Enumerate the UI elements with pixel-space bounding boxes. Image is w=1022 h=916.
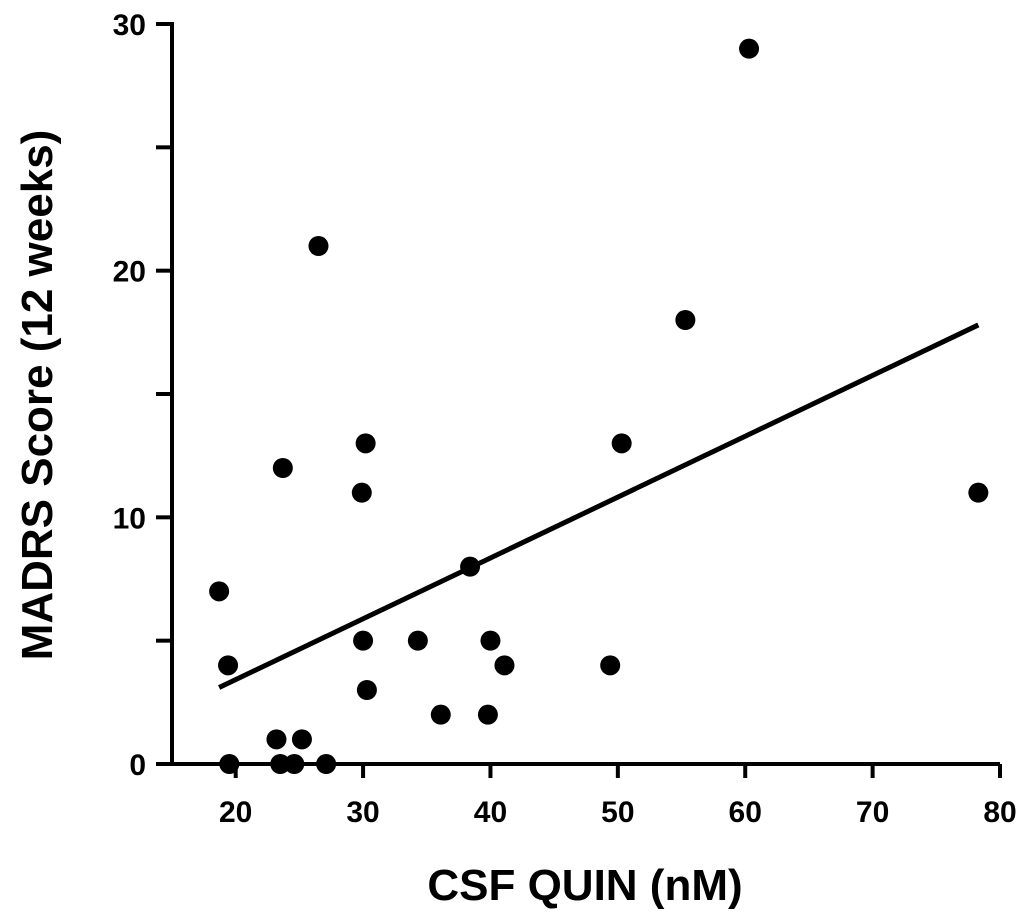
y-tick-label: 0: [129, 749, 146, 782]
data-point: [494, 655, 515, 676]
axes: [170, 22, 1000, 766]
data-point: [356, 680, 377, 700]
x-axis-title: CSF QUIN (nM): [427, 861, 742, 910]
data-points: [209, 38, 989, 774]
x-tick-label: 70: [856, 796, 889, 829]
data-point: [316, 754, 337, 774]
data-point: [739, 38, 760, 59]
x-tick-label: 30: [346, 796, 379, 829]
x-tick-label: 60: [729, 796, 762, 829]
data-point: [353, 630, 374, 651]
data-point: [675, 310, 696, 330]
data-point: [600, 655, 621, 676]
x-tick-label: 80: [983, 796, 1016, 829]
data-point: [351, 482, 372, 503]
trendline: [218, 322, 980, 690]
data-point: [460, 556, 481, 577]
data-point: [430, 704, 451, 725]
data-point: [611, 433, 632, 454]
data-point: [270, 754, 291, 774]
data-point: [968, 482, 989, 503]
data-point: [477, 704, 498, 725]
data-point: [284, 754, 305, 774]
ticks: 20 30 40 50 60 70 80 0 10 20 30: [113, 9, 1017, 829]
y-tick-label: 20: [113, 256, 146, 289]
data-point: [291, 729, 312, 750]
data-point: [272, 458, 293, 478]
y-tick-label: 10: [113, 502, 146, 535]
trendline-group: [218, 322, 980, 690]
data-point: [209, 581, 230, 602]
data-point: [480, 630, 501, 651]
x-tick-label: 20: [219, 796, 252, 829]
data-point: [308, 236, 329, 256]
data-point: [219, 754, 240, 774]
data-point: [218, 655, 239, 676]
y-tick-label: 30: [113, 9, 146, 42]
data-point: [407, 630, 428, 651]
y-axis-title: MADRS Score (12 weeks): [13, 130, 62, 661]
data-point: [266, 729, 287, 750]
x-tick-label: 40: [474, 796, 507, 829]
x-tick-label: 50: [601, 796, 634, 829]
data-point: [355, 433, 376, 454]
